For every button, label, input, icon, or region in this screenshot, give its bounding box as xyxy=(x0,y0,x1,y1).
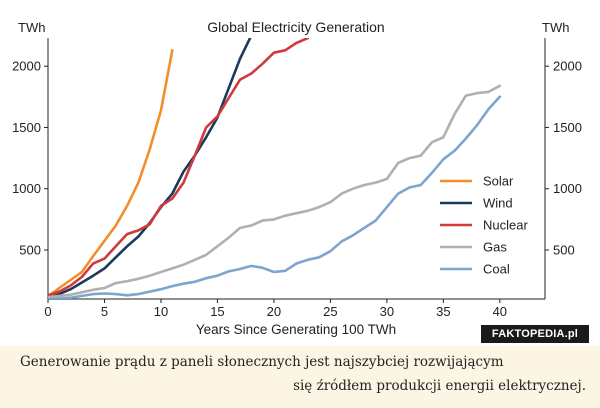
x-tick-label: 0 xyxy=(44,304,51,319)
y-tick-label-right: 2000 xyxy=(553,59,582,74)
y-axis-label-right: TWh xyxy=(542,20,569,35)
caption-line-1: Generowanie prądu z paneli słonecznych j… xyxy=(20,354,504,370)
series-line-wind xyxy=(48,38,252,299)
y-axis-label-left: TWh xyxy=(18,20,45,35)
x-tick-label: 30 xyxy=(380,304,394,319)
caption-bar: Generowanie prądu z paneli słonecznych j… xyxy=(0,346,600,408)
series-line-gas xyxy=(48,84,502,299)
series-line-coal xyxy=(48,95,502,299)
y-tick-label-left: 500 xyxy=(19,242,41,257)
legend-label-coal: Coal xyxy=(483,262,510,277)
series-line-solar xyxy=(48,48,174,298)
x-tick-label: 35 xyxy=(436,304,450,319)
series-lines xyxy=(48,38,502,299)
chart-title: Global Electricity Generation xyxy=(207,19,384,35)
x-axis-label: Years Since Generating 100 TWh xyxy=(196,322,396,337)
legend: Solar Wind Nuclear Gas Coal xyxy=(440,174,528,277)
legend-label-solar: Solar xyxy=(483,174,514,189)
y-tick-label-right: 1000 xyxy=(553,181,582,196)
y-tick-label-left: 1000 xyxy=(12,181,41,196)
y-tick-label-left: 1500 xyxy=(12,120,41,135)
series-line-nuclear xyxy=(48,38,310,297)
x-tick-label: 40 xyxy=(493,304,507,319)
caption-line-2: się źródłem produkcji energii elektryczn… xyxy=(293,378,586,394)
x-tick-label: 20 xyxy=(267,304,281,319)
y-tick-label-left: 2000 xyxy=(12,59,41,74)
x-tick-label: 15 xyxy=(210,304,224,319)
y-tick-label-right: 1500 xyxy=(553,120,582,135)
y-tick-label-right: 500 xyxy=(553,242,575,257)
legend-label-nuclear: Nuclear xyxy=(483,218,528,233)
electricity-chart: Global Electricity Generation TWh TWh 0 5… xyxy=(12,19,582,337)
x-tick-label: 5 xyxy=(101,304,108,319)
x-tick-label: 25 xyxy=(323,304,337,319)
axes: 0 5 10 15 20 25 30 35 40 500 500 1000 1000 1500 1500 20… xyxy=(12,38,582,319)
watermark: FAKTOPEDIA.pl xyxy=(481,325,589,343)
x-tick-label: 10 xyxy=(154,304,168,319)
legend-label-wind: Wind xyxy=(483,196,513,211)
legend-label-gas: Gas xyxy=(483,240,507,255)
